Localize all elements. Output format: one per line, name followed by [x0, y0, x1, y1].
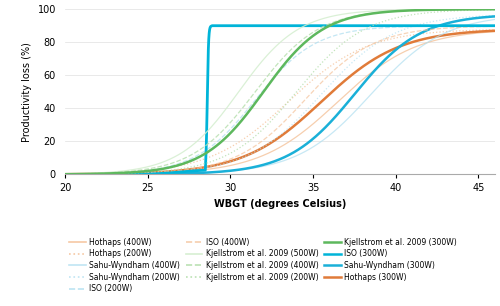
- Legend: Hothaps (400W), Hothaps (200W), Sahu-Wyndham (400W), Sahu-Wyndham (200W), ISO (2: Hothaps (400W), Hothaps (200W), Sahu-Wyn…: [69, 238, 457, 293]
- X-axis label: WBGT (degrees Celsius): WBGT (degrees Celsius): [214, 199, 346, 209]
- Y-axis label: Productivity loss (%): Productivity loss (%): [22, 42, 32, 142]
